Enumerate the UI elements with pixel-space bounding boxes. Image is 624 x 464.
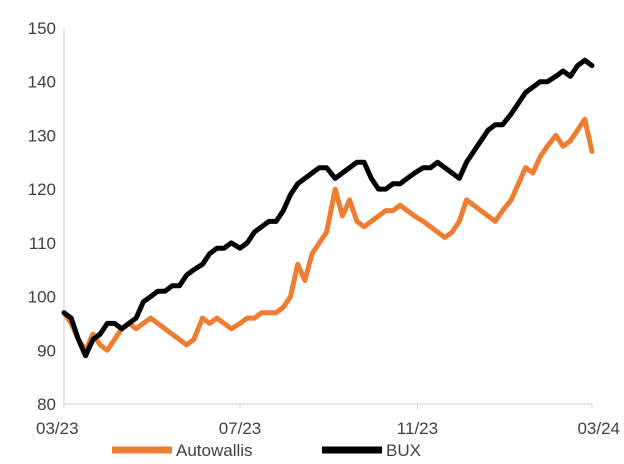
plot-area — [61, 57, 595, 359]
x-tick-label: 11/23 — [397, 419, 438, 438]
x-tick-label: 03/24 — [577, 419, 620, 438]
legend-label: Autowallis — [176, 441, 253, 460]
y-axis: 80 90 100 110 120 130 140 150 — [28, 19, 65, 414]
y-tick-label: 110 — [29, 234, 56, 253]
series-line-autowallis — [61, 116, 595, 353]
x-tick-label: 07/23 — [219, 419, 262, 438]
x-axis: 03/23 07/23 11/23 03/24 — [36, 403, 620, 438]
x-tick-label: 03/23 — [36, 419, 79, 438]
y-tick-label: 140 — [28, 73, 56, 92]
y-tick-label: 90 — [37, 341, 56, 360]
y-tick-label: 80 — [37, 395, 56, 414]
series-line-bux — [61, 57, 595, 359]
legend: Autowallis BUX — [112, 441, 421, 460]
y-tick-label: 150 — [28, 19, 56, 38]
y-tick-label: 120 — [28, 180, 56, 199]
y-tick-label: 100 — [28, 288, 56, 307]
y-tick-label: 130 — [28, 126, 56, 145]
legend-label: BUX — [386, 441, 421, 460]
